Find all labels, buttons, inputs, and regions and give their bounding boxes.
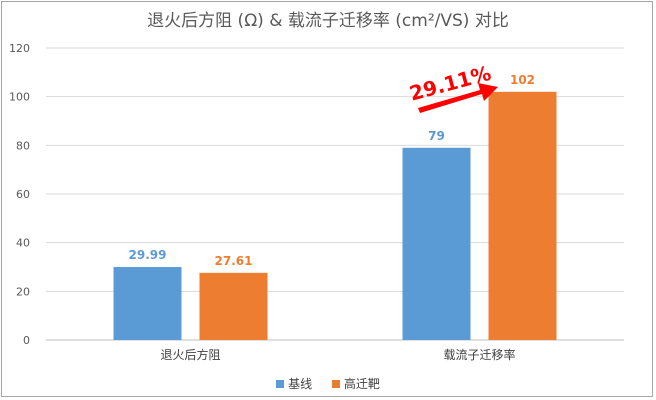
chart-title: 退火后方阻 (Ω) & 载流子迁移率 (cm²/VS) 对比 bbox=[147, 11, 509, 31]
bar-baseline-1 bbox=[402, 147, 471, 340]
x-tick-label: 退火后方阻 bbox=[160, 347, 220, 362]
legend-label-high-mobility-target: 高迁靶 bbox=[343, 377, 380, 391]
legend-item-high-mobility-target: 高迁靶 bbox=[331, 375, 380, 392]
growth-annotation: 29.11% bbox=[407, 61, 498, 113]
legend-swatch-baseline bbox=[276, 379, 285, 388]
legend: 基线 高迁靶 bbox=[0, 375, 656, 392]
y-tick-label: 40 bbox=[16, 237, 30, 250]
y-tick-label: 80 bbox=[16, 139, 30, 152]
bar-baseline-0 bbox=[113, 267, 182, 340]
legend-label-baseline: 基线 bbox=[288, 377, 313, 391]
data-label: 102 bbox=[510, 73, 535, 87]
legend-swatch-high-mobility-target bbox=[331, 379, 340, 388]
y-tick-label: 20 bbox=[16, 285, 30, 298]
data-label: 79 bbox=[428, 129, 445, 143]
data-label: 27.61 bbox=[215, 254, 253, 268]
y-tick-label: 0 bbox=[23, 334, 30, 347]
y-tick-label: 100 bbox=[9, 91, 30, 104]
growth-arrow bbox=[418, 83, 498, 113]
bar-high-mobility-target-1 bbox=[488, 91, 557, 340]
legend-item-baseline: 基线 bbox=[276, 375, 312, 392]
y-tick-label: 60 bbox=[16, 188, 30, 201]
bars bbox=[113, 91, 557, 340]
data-label: 29.99 bbox=[129, 248, 167, 262]
y-tick-label: 120 bbox=[9, 42, 30, 55]
bar-high-mobility-target-0 bbox=[199, 272, 268, 340]
y-axis-ticks: 0 20 40 60 80 100 120 bbox=[9, 42, 30, 347]
x-tick-label: 载流子迁移率 bbox=[443, 347, 515, 362]
data-labels: 29.99 27.61 79 102 bbox=[129, 73, 536, 268]
x-axis-ticks: 退火后方阻 载流子迁移率 bbox=[160, 347, 515, 362]
